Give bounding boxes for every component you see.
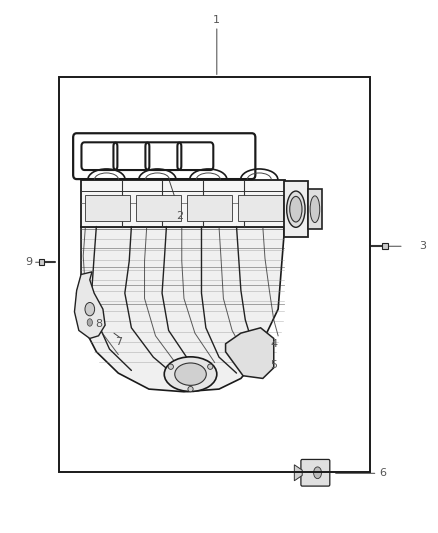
Bar	[308, 189, 322, 229]
Bar	[39, 259, 44, 265]
Bar	[238, 195, 283, 221]
Bar	[136, 195, 180, 221]
Bar	[382, 243, 388, 249]
Bar	[187, 195, 232, 221]
Polygon shape	[74, 272, 105, 338]
Polygon shape	[226, 328, 274, 378]
Polygon shape	[294, 465, 302, 481]
Ellipse shape	[310, 196, 320, 223]
FancyBboxPatch shape	[301, 459, 330, 486]
Ellipse shape	[87, 319, 92, 326]
Text: 8: 8	[95, 319, 102, 328]
Ellipse shape	[290, 196, 302, 222]
Ellipse shape	[168, 364, 173, 369]
Bar	[59, 77, 370, 472]
Text: 6: 6	[380, 469, 387, 478]
Bar	[81, 180, 285, 227]
Ellipse shape	[286, 191, 305, 227]
Ellipse shape	[188, 386, 193, 392]
Ellipse shape	[314, 467, 321, 479]
Text: 5: 5	[270, 360, 277, 370]
Bar	[284, 181, 308, 237]
Text: 4: 4	[270, 339, 277, 349]
Text: 3: 3	[419, 241, 426, 251]
Ellipse shape	[164, 357, 217, 391]
Text: 7: 7	[115, 337, 122, 347]
Bar	[85, 195, 130, 221]
Text: 9: 9	[25, 257, 32, 267]
Ellipse shape	[175, 363, 206, 385]
Polygon shape	[77, 227, 284, 392]
Text: 1: 1	[213, 15, 220, 25]
Text: 2: 2	[176, 211, 183, 221]
Ellipse shape	[208, 364, 213, 369]
Ellipse shape	[85, 303, 95, 316]
